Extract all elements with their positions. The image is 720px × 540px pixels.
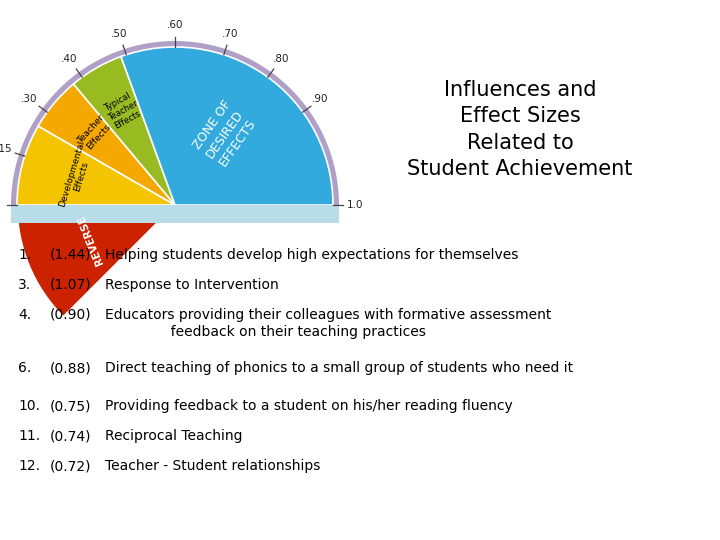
Text: 1.0: 1.0 xyxy=(347,200,364,210)
Text: 3.: 3. xyxy=(18,278,31,292)
Text: Reciprocal Teaching: Reciprocal Teaching xyxy=(105,429,243,443)
Text: 1.: 1. xyxy=(18,248,31,262)
Text: Helping students develop high expectations for themselves: Helping students develop high expectatio… xyxy=(105,248,518,262)
Wedge shape xyxy=(38,84,175,205)
Text: (0.75): (0.75) xyxy=(50,399,91,413)
Text: (0.90): (0.90) xyxy=(50,308,91,322)
Text: Influences and
Effect Sizes
Related to
Student Achievement: Influences and Effect Sizes Related to S… xyxy=(408,80,633,179)
Text: (0.88): (0.88) xyxy=(50,361,91,375)
Wedge shape xyxy=(73,57,175,205)
Text: Providing feedback to a student on his/her reading fluency: Providing feedback to a student on his/h… xyxy=(105,399,513,413)
Wedge shape xyxy=(11,41,339,205)
Text: .60: .60 xyxy=(167,20,184,30)
Text: (1.44): (1.44) xyxy=(50,248,91,262)
Text: Teacher - Student relationships: Teacher - Student relationships xyxy=(105,459,320,473)
Text: .90: .90 xyxy=(312,94,329,104)
Text: 4.: 4. xyxy=(18,308,31,322)
Bar xyxy=(11,205,339,223)
Text: .15: .15 xyxy=(0,144,12,154)
Text: 11.: 11. xyxy=(18,429,40,443)
Text: 6.: 6. xyxy=(18,361,31,375)
Text: 10.: 10. xyxy=(18,399,40,413)
Text: .30: .30 xyxy=(21,94,37,104)
Text: Educators providing their colleagues with formative assessment
               fe: Educators providing their colleagues wit… xyxy=(105,308,552,339)
Text: ZONE OF
DESIRED
EFFECTS: ZONE OF DESIRED EFFECTS xyxy=(191,98,258,170)
Text: (1.07): (1.07) xyxy=(50,278,91,292)
Text: Response to Intervention: Response to Intervention xyxy=(105,278,279,292)
Text: .80: .80 xyxy=(273,55,289,64)
Text: Direct teaching of phonics to a small group of students who need it: Direct teaching of phonics to a small gr… xyxy=(105,361,573,375)
Wedge shape xyxy=(17,205,175,317)
Text: (0.74): (0.74) xyxy=(50,429,91,443)
Text: Typical
Teacher
Effects: Typical Teacher Effects xyxy=(102,90,145,132)
Text: .50: .50 xyxy=(111,29,127,39)
Wedge shape xyxy=(17,126,175,205)
Text: (0.72): (0.72) xyxy=(50,459,91,473)
Text: Teacher
Effects: Teacher Effects xyxy=(76,113,114,153)
Wedge shape xyxy=(121,47,333,205)
Text: .70: .70 xyxy=(222,29,239,39)
Text: 12.: 12. xyxy=(18,459,40,473)
Text: REVERSE: REVERSE xyxy=(76,213,104,266)
Text: Developmental
Effects: Developmental Effects xyxy=(58,139,96,211)
Text: .40: .40 xyxy=(61,55,78,64)
